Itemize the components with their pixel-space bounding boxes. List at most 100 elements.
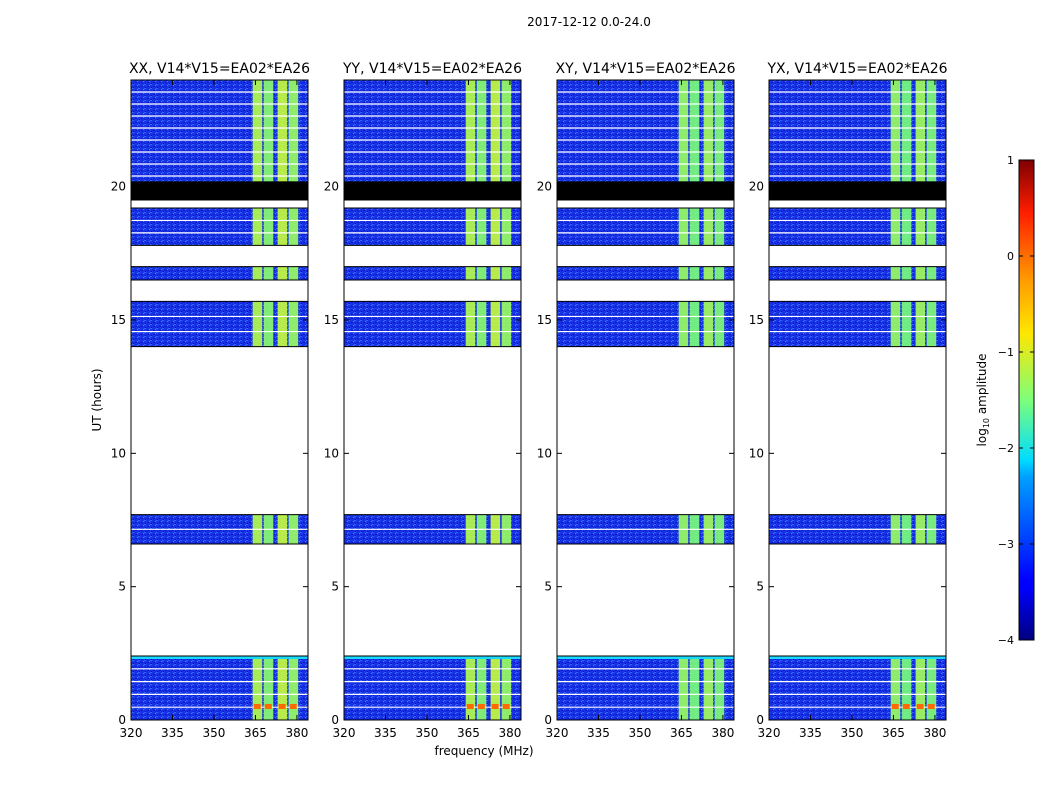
panel-yy: YY, V14*V15=EA02*EA26 320 335 350 365 380 0 5 10… [324,61,522,740]
panel-frame [556,79,735,721]
y-tick-label: 10 [324,446,339,460]
x-tick-label: 335 [799,726,822,740]
colorbar-tick-label: 1 [1007,154,1014,167]
cyan-row [344,656,521,659]
y-tick-label: 15 [111,313,126,327]
panel-xx: XX, V14*V15=EA02*EA26 320 335 350 365 380 0 5 10… [111,61,310,740]
channel-stripe [915,208,926,246]
channel-stripe [689,656,700,720]
channel-stripe [703,656,714,720]
channel-stripe [465,266,476,280]
channel-stripe [689,208,700,246]
channel-stripe [252,301,263,347]
colorbar-tick-label: −3 [998,538,1014,551]
y-tick-label: 20 [111,180,126,194]
channel-stripe [501,208,512,246]
channel-stripe [288,656,299,720]
channel-stripe [476,208,487,246]
channel-stripe [703,266,714,280]
hot-spot [264,704,272,709]
channel-stripe [915,266,926,280]
channel-stripe [465,656,476,720]
panel-frame [768,79,947,721]
panel-yx: YX, V14*V15=EA02*EA26 320 335 350 365 380 0 5 10… [749,61,948,740]
hot-spot [466,704,474,709]
channel-stripe [476,266,487,280]
channel-stripe [490,656,501,720]
y-tick-label: 15 [324,313,339,327]
channel-stripe [277,301,288,347]
y-tick-label: 0 [756,713,764,727]
channel-stripe [476,301,487,347]
channel-stripe [703,301,714,347]
panels: XX, V14*V15=EA02*EA26 320 335 350 365 380 0 5 10… [111,61,948,740]
channel-stripe [501,266,512,280]
channel-stripe [678,208,689,246]
hot-spot [278,704,286,709]
flagged-region [557,181,734,200]
channel-stripe [277,266,288,280]
x-tick-label: 320 [758,726,781,740]
hot-spot [927,704,935,709]
heatmap-image [769,80,946,720]
y-tick-label: 0 [331,713,339,727]
cyan-row [131,656,308,659]
panel-xy: XY, V14*V15=EA02*EA26 320 335 350 365 380 0 5 10… [537,61,736,740]
hot-spot [891,704,899,709]
channel-stripe [288,301,299,347]
channel-stripe [926,301,937,347]
y-tick-label: 20 [537,180,552,194]
channel-stripe [689,301,700,347]
x-tick-label: 320 [333,726,356,740]
flagged-region [344,181,521,200]
channel-stripe [490,301,501,347]
channel-stripe [288,266,299,280]
hot-spot [902,704,910,709]
channel-stripe [465,208,476,246]
colorbar-gradient [1018,159,1035,641]
x-tick-label: 365 [244,726,267,740]
hot-spot [289,704,297,709]
channel-stripe [901,301,912,347]
channel-stripe [678,656,689,720]
channel-stripe [252,266,263,280]
channel-stripe [678,301,689,347]
panel-title: XX, V14*V15=EA02*EA26 [129,61,310,77]
x-tick-label: 365 [882,726,905,740]
channel-stripe [890,656,901,720]
channel-stripe [277,656,288,720]
channel-stripe [714,301,725,347]
channel-stripe [926,266,937,280]
x-tick-label: 380 [498,726,521,740]
colorbar-label: log10 amplitude [975,354,991,447]
y-tick-label: 15 [749,313,764,327]
x-tick-label: 380 [285,726,308,740]
hot-spot [477,704,485,709]
x-tick-label: 365 [457,726,480,740]
heatmap-image [344,80,521,720]
y-tick-label: 20 [324,180,339,194]
colorbar-tick-label: 0 [1007,250,1014,263]
x-tick-label: 365 [670,726,693,740]
flagged-region [131,181,308,200]
channel-stripe [501,301,512,347]
channel-stripe [263,266,274,280]
channel-stripe [501,656,512,720]
panel-frame [343,79,522,721]
x-tick-label: 350 [416,726,439,740]
channel-stripe [890,208,901,246]
x-tick-label: 335 [587,726,610,740]
panel-frame [130,79,309,721]
colorbar: 1 0 −1 −2 −3 −4 log10 amplitude [975,154,1035,647]
channel-stripe [915,301,926,347]
y-tick-label: 20 [749,180,764,194]
channel-stripe [901,266,912,280]
channel-stripe [714,208,725,246]
channel-stripe [689,266,700,280]
y-tick-label: 5 [118,580,126,594]
hot-spot [491,704,499,709]
panel-title: YX, V14*V15=EA02*EA26 [766,61,947,77]
x-tick-label: 380 [923,726,946,740]
channel-stripe [252,656,263,720]
